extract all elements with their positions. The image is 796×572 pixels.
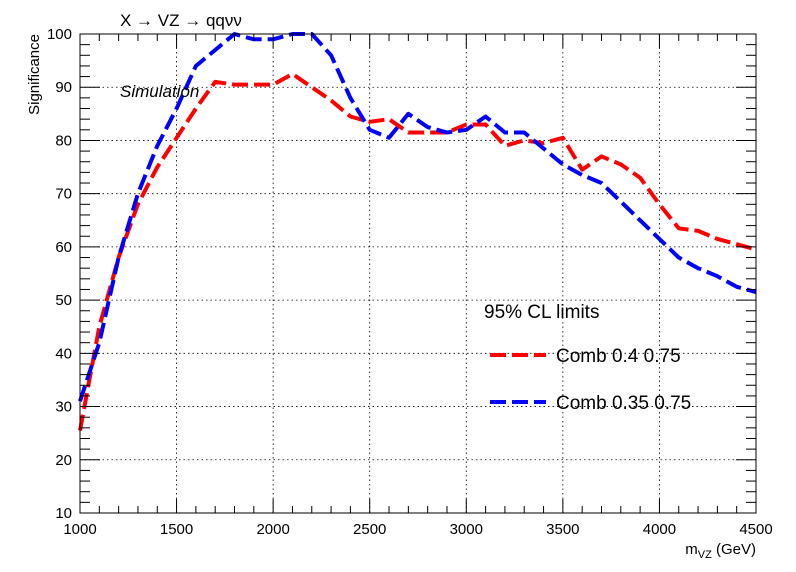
grid: [80, 34, 756, 513]
legend: 95% CL limits Comb 0.4 0.75 Comb 0.35 0.7…: [484, 302, 691, 414]
legend-entries: Comb 0.4 0.75 Comb 0.35 0.75: [490, 346, 691, 414]
x-tick-label: 4500: [739, 521, 772, 538]
legend-header: 95% CL limits: [484, 302, 599, 323]
x-axis-label-main: m: [685, 541, 698, 558]
legend-label-1: Comb 0.4 0.75: [556, 346, 681, 367]
x-tick-label: 3000: [450, 521, 483, 538]
y-tick-label: 30: [55, 399, 72, 416]
chart-title: X → VZ → qqνν: [120, 11, 242, 30]
y-tick-label: 50: [55, 292, 72, 309]
simulation-annotation: Simulation: [120, 82, 199, 101]
x-tick-label: 2500: [353, 521, 386, 538]
y-tick-label: 70: [55, 186, 72, 203]
tick-labels: 1000 1500 2000 2500 3000 3500 4000 4500 10 20 30 40…: [47, 26, 773, 538]
plot-frame: [79, 33, 757, 514]
y-axis-label: Significance: [26, 34, 43, 115]
y-tick-label: 60: [55, 239, 72, 256]
x-tick-label: 1000: [63, 521, 96, 538]
y-tick-label: 100: [47, 26, 72, 43]
y-tick-label: 20: [55, 452, 72, 469]
x-axis-label-unit: (GeV): [712, 541, 756, 558]
x-tick-label: 1500: [160, 521, 193, 538]
y-tick-label: 90: [55, 79, 72, 96]
x-tick-label: 3500: [546, 521, 579, 538]
y-tick-label: 10: [55, 505, 72, 522]
y-tick-label: 80: [55, 132, 72, 149]
series-layer: [78, 32, 757, 431]
y-tick-label: 40: [55, 345, 72, 362]
axis-ticks: [79, 33, 757, 514]
legend-label-2: Comb 0.35 0.75: [556, 393, 691, 414]
x-axis-label-sub: VZ: [698, 549, 712, 561]
x-axis-label: mVZ (GeV): [685, 541, 756, 561]
x-tick-label: 4000: [643, 521, 676, 538]
x-tick-label: 2000: [256, 521, 289, 538]
series-line-2: [78, 32, 757, 402]
series-line-1: [78, 71, 757, 431]
